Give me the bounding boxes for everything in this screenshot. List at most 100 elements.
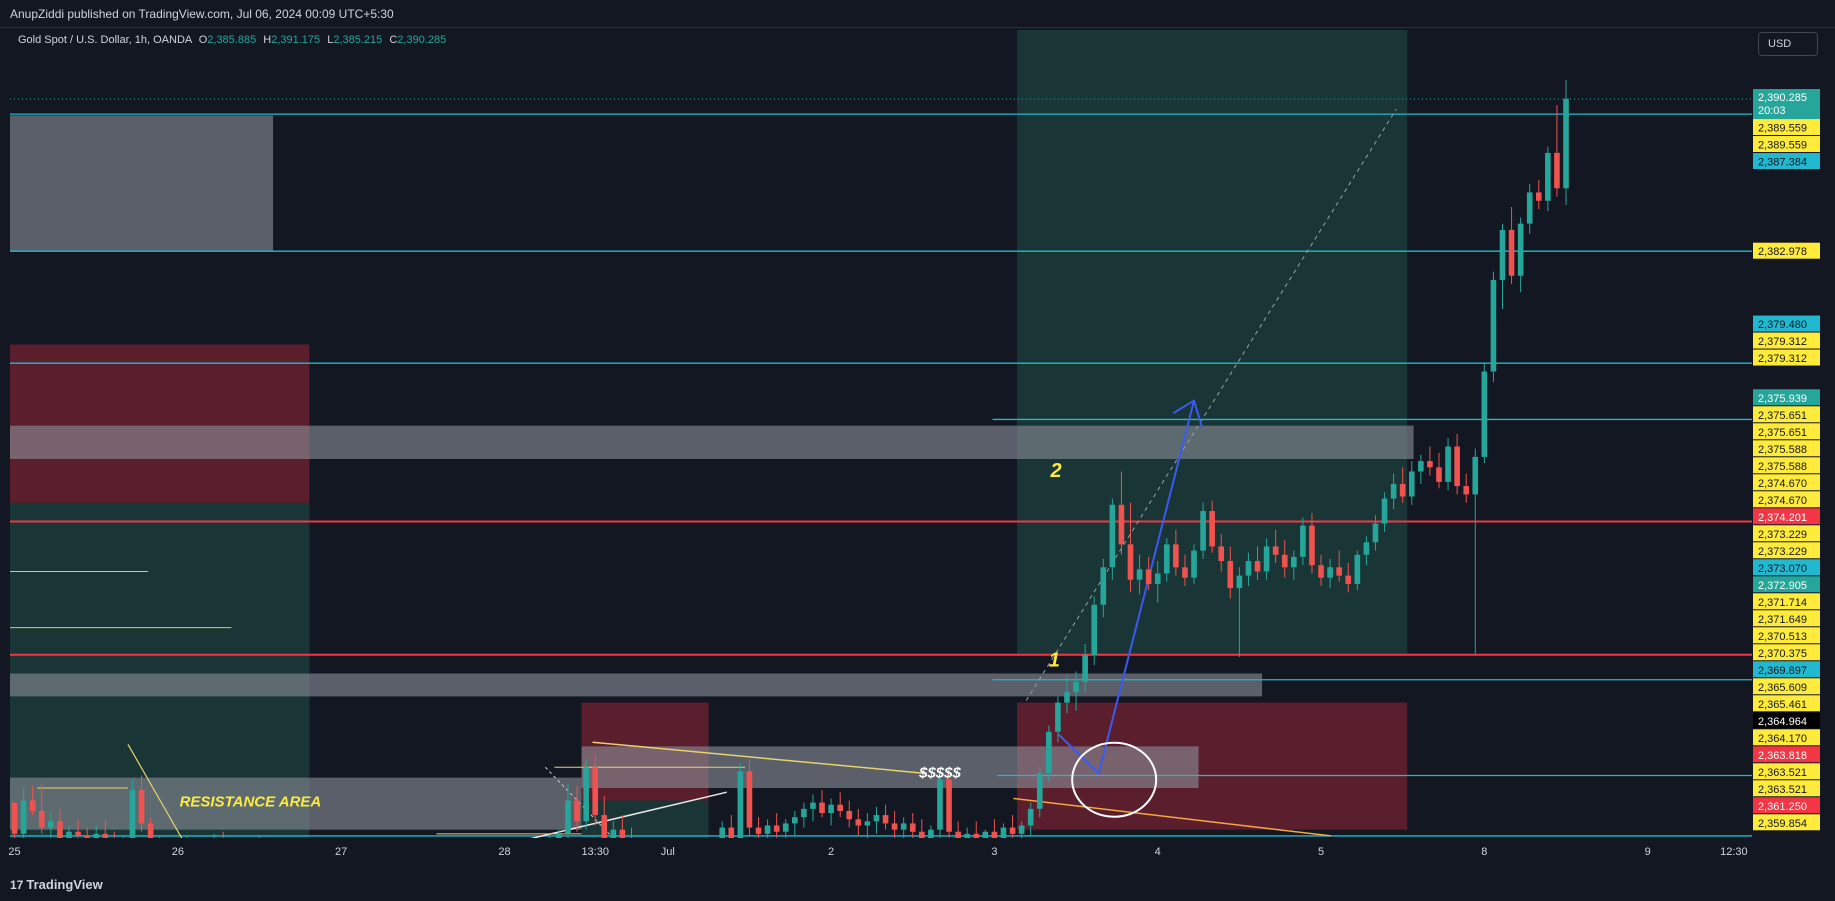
candle-body — [1046, 731, 1052, 774]
price-label-bg — [1753, 136, 1820, 153]
price-label: 2,373.229 — [1758, 529, 1807, 541]
candle-body — [629, 840, 635, 850]
candle-body — [1399, 483, 1406, 497]
price-label-bg — [1753, 797, 1820, 814]
price-label: 2,375.651 — [1758, 410, 1807, 422]
price-label-bg — [1753, 525, 1820, 542]
candle-body — [973, 833, 980, 838]
price-label-bg — [1753, 712, 1820, 729]
candle-body — [1245, 561, 1252, 576]
candle-body — [1526, 192, 1533, 224]
candle-body — [429, 855, 435, 859]
candle-body — [420, 850, 426, 858]
price-label-bg — [1753, 627, 1820, 644]
price-label: 2,365.461 — [1758, 699, 1807, 711]
candle-body — [909, 823, 916, 832]
price-label: 2,374.670 — [1758, 478, 1807, 490]
candle-body — [565, 800, 571, 834]
candle-body — [202, 848, 208, 854]
candle-body — [1236, 575, 1243, 589]
candle-body — [1027, 808, 1034, 826]
candle-body — [592, 767, 599, 816]
last-price-label: 2,390.285 — [1758, 92, 1807, 104]
footer-bar — [0, 874, 1835, 901]
candle-body — [746, 771, 753, 828]
candle-body — [384, 850, 390, 852]
candle-body — [538, 846, 544, 854]
red-zone — [10, 344, 310, 503]
price-label: 2,373.070 — [1758, 563, 1807, 575]
price-label-bg — [1753, 695, 1820, 712]
candle-body — [574, 800, 580, 822]
chart-annotation: RESISTANCE AREA — [180, 794, 322, 811]
price-label-bg — [1753, 542, 1820, 559]
candle-body — [266, 853, 272, 859]
price-label: 2,375.588 — [1758, 444, 1807, 456]
time-axis-tick: 28 — [498, 846, 510, 858]
price-label-bg — [1753, 780, 1820, 797]
candle-body — [1372, 523, 1379, 543]
time-axis-tick: 2 — [828, 846, 834, 858]
open-label: O — [198, 34, 208, 46]
green-zone — [581, 800, 709, 838]
currency-button[interactable]: USD — [1758, 32, 1818, 56]
price-label: 2,379.312 — [1758, 353, 1807, 365]
candle-body — [882, 815, 889, 824]
candle-body — [955, 831, 961, 838]
candle-body — [1309, 525, 1315, 566]
close-label: C — [389, 34, 398, 46]
candle-body — [728, 827, 735, 838]
candle-body — [1209, 511, 1215, 547]
price-label-bg — [1753, 457, 1820, 474]
candle-body — [402, 855, 408, 857]
low-label: L — [327, 34, 334, 46]
candle-body — [801, 808, 807, 818]
candle-body — [1554, 152, 1560, 189]
candle-body — [29, 800, 36, 811]
tradingview-logo[interactable]: 17 TradingView — [10, 877, 103, 892]
candle-body — [891, 823, 898, 830]
candle-body — [447, 853, 453, 859]
candle-body — [1191, 550, 1197, 578]
candle-body — [147, 823, 154, 838]
candle-body — [520, 848, 526, 852]
candle-body — [1136, 569, 1143, 580]
candle-body — [75, 831, 81, 836]
candle-body — [1200, 511, 1206, 551]
time-axis-tick: 13:30 — [581, 846, 609, 858]
orange-trendline — [1013, 797, 1332, 837]
candle-body — [1454, 446, 1460, 487]
candle-body — [873, 815, 880, 822]
candle-body — [855, 819, 862, 826]
candle-body — [1499, 229, 1506, 280]
candle-body — [1291, 556, 1297, 568]
close-value: 2,390.285 — [397, 34, 447, 46]
candle-body — [1436, 467, 1442, 482]
time-axis-tick: Jul — [661, 846, 675, 858]
candle-body — [284, 848, 290, 854]
candle-body — [1445, 446, 1451, 482]
candle-body — [411, 850, 417, 854]
candle-body — [547, 840, 553, 846]
candle-body — [1263, 546, 1270, 572]
candle-body — [465, 853, 471, 855]
candle-body — [220, 842, 226, 850]
price-label-bg — [1753, 576, 1820, 593]
open-value: 2,385.885 — [207, 34, 257, 46]
candle-body — [1182, 567, 1188, 578]
time-axis-tick: 3 — [991, 846, 997, 858]
candle-body — [1408, 471, 1415, 497]
price-label: 2,389.559 — [1758, 140, 1807, 152]
candle-body — [819, 802, 825, 814]
candle-body — [1018, 825, 1025, 834]
chart-annotation: 2 — [1050, 460, 1062, 482]
candle-body — [683, 855, 689, 861]
candle-body — [764, 825, 771, 834]
candle-body — [1508, 229, 1515, 276]
candle-body — [1127, 544, 1134, 580]
candle-body — [438, 853, 444, 855]
candle-body — [1173, 544, 1179, 568]
time-axis-tick: 25 — [8, 846, 20, 858]
candle-body — [583, 767, 589, 822]
